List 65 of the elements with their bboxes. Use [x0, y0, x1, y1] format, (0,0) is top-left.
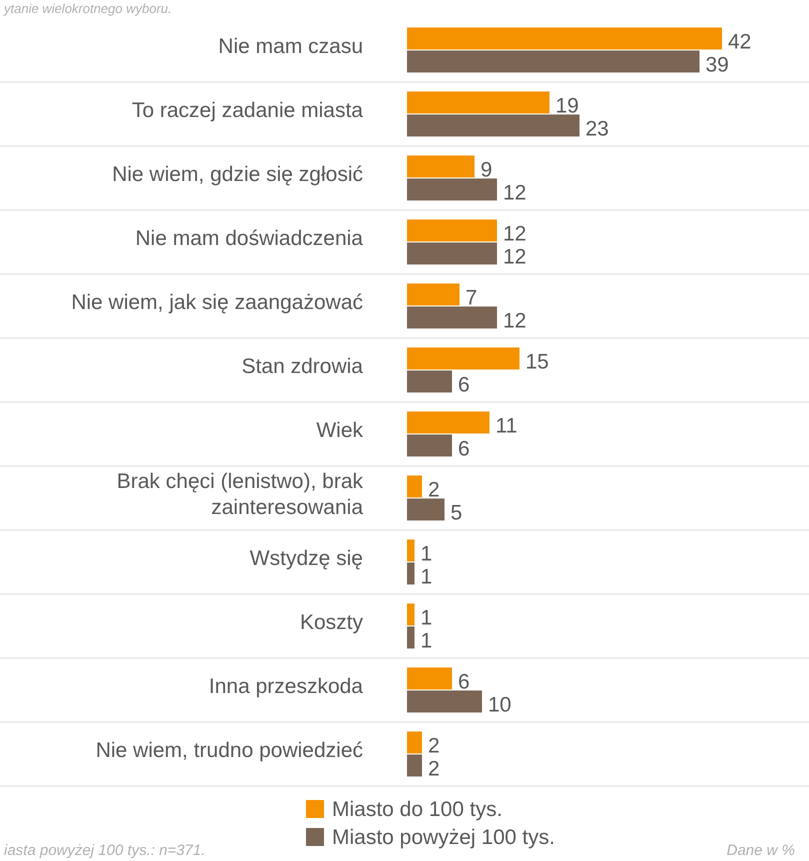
- data-label: 10: [488, 694, 512, 716]
- y-tick-label: Nie wiem, gdzie się zgłosić: [112, 163, 363, 186]
- data-label: 2: [428, 478, 440, 502]
- data-label: 12: [503, 246, 526, 268]
- data-label: 6: [458, 438, 470, 460]
- bar: [407, 732, 422, 754]
- text: ytanie wielokrotnego wyboru.: [3, 1, 172, 16]
- bar: [407, 540, 414, 562]
- bar: [407, 476, 422, 498]
- data-label: 12: [503, 222, 526, 246]
- text: Dane w %: [726, 842, 795, 859]
- y-tick-label: Wstydzę się: [250, 547, 363, 570]
- legend-label: Miasto do 100 tys.: [332, 798, 502, 821]
- y-tick-label: Nie wiem, jak się zaangażować: [71, 291, 363, 314]
- y-tick-label: Stan zdrowia: [242, 355, 364, 378]
- data-label: 12: [503, 182, 526, 204]
- y-tick-label: Koszty: [300, 611, 364, 634]
- y-tick-label: Wiek: [316, 419, 364, 442]
- bar: [407, 156, 474, 178]
- data-label: 7: [466, 286, 478, 310]
- bar: [407, 28, 722, 50]
- bar: [407, 50, 700, 72]
- data-label: 2: [428, 734, 440, 758]
- text: iasta powyżej 100 tys.: n=371.: [4, 842, 206, 859]
- data-label: 15: [526, 350, 549, 374]
- y-tick-label: Brak chęci (lenistwo), brak zainteresowania: [116, 470, 364, 519]
- y-tick-label: Nie mam czasu: [218, 35, 363, 58]
- bar: [407, 306, 497, 328]
- data-label: 11: [496, 414, 518, 438]
- data-label: 12: [503, 310, 526, 332]
- data-label: 23: [586, 118, 609, 140]
- legend-label: Miasto powyżej 100 tys.: [332, 826, 555, 849]
- data-label: 1: [420, 606, 432, 630]
- bar: [407, 284, 460, 306]
- bar: [407, 626, 414, 648]
- bar: [407, 242, 497, 264]
- bar: [407, 690, 482, 712]
- data-label: 5: [450, 502, 462, 524]
- bar: [407, 498, 444, 520]
- bar: [407, 562, 414, 584]
- y-tick-label: To raczej zadanie miasta: [132, 99, 364, 122]
- bar: [407, 220, 497, 242]
- data-label: 19: [556, 94, 579, 118]
- bar: [407, 370, 452, 392]
- bar: [407, 178, 497, 200]
- bar: [407, 434, 452, 456]
- bar: [407, 754, 422, 776]
- data-label: 42: [728, 30, 752, 54]
- bar: [407, 114, 580, 136]
- data-label: 9: [480, 158, 492, 182]
- data-label: 6: [458, 670, 470, 694]
- bar: [407, 604, 414, 626]
- y-tick-label: Nie wiem, trudno powiedzieć: [96, 739, 363, 762]
- bar: [407, 668, 452, 690]
- bar: [407, 348, 520, 370]
- bar: [407, 412, 490, 434]
- data-label: 1: [420, 566, 432, 588]
- data-label: 6: [458, 374, 470, 396]
- data-label: 1: [420, 630, 432, 652]
- data-label: 2: [428, 758, 440, 780]
- data-label: 1: [420, 542, 432, 566]
- y-tick-label: Nie mam doświadczenia: [135, 227, 364, 250]
- bar: [407, 92, 550, 114]
- data-label: 39: [706, 54, 729, 76]
- y-tick-label: Inna przeszkoda: [208, 675, 364, 698]
